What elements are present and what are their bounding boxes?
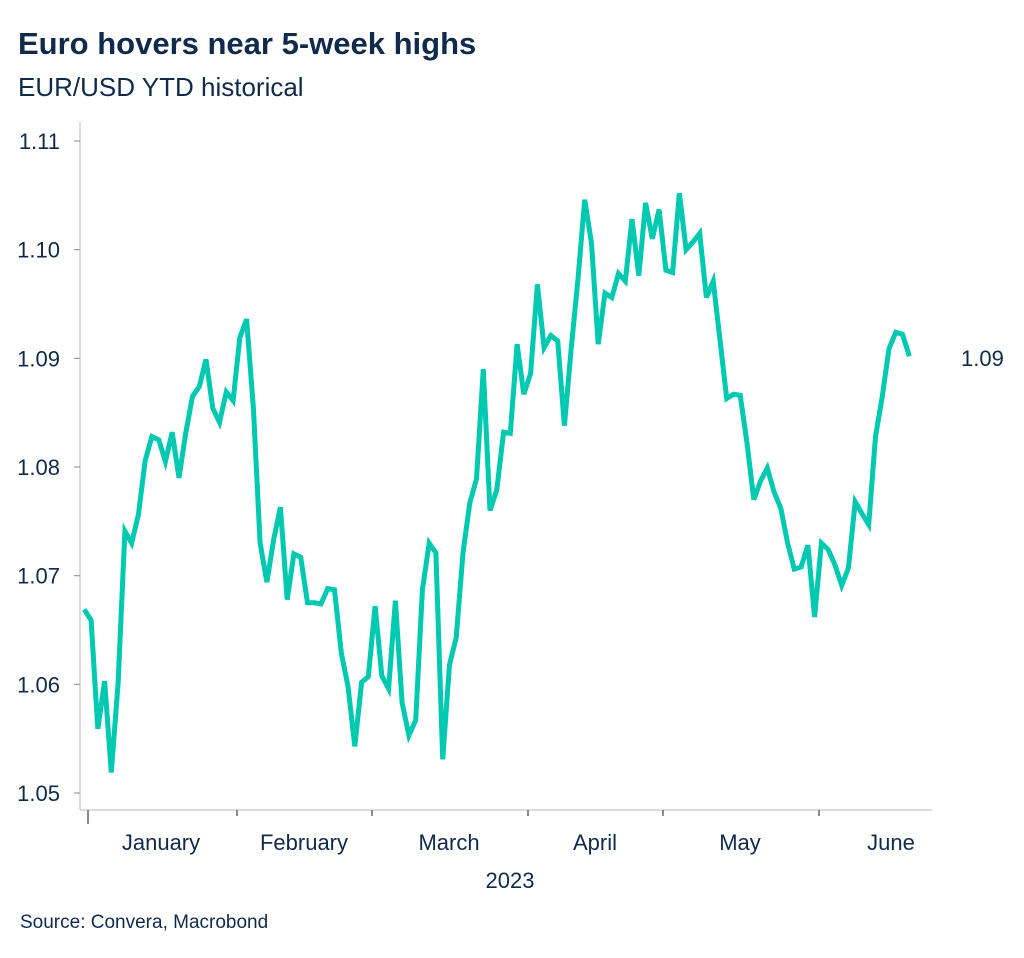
y-tick-label: 1.11	[19, 129, 60, 154]
series-line-eurusd	[82, 192, 912, 773]
y-tick-label: 1.08	[17, 455, 60, 480]
x-tick-label: January	[122, 830, 200, 855]
y-tick-label: 1.05	[17, 781, 60, 806]
x-tick-label: March	[418, 830, 479, 855]
y-tick-label: 1.06	[17, 672, 60, 697]
y-tick-label: 1.09	[17, 346, 60, 371]
chart-title: Euro hovers near 5-week highs	[18, 26, 477, 61]
x-tick-label: February	[260, 830, 348, 855]
chart-subtitle: EUR/USD YTD historical	[18, 72, 304, 102]
last-value-label: 1.09	[961, 346, 1004, 371]
y-tick-label: 1.10	[17, 238, 60, 263]
x-tick-label: June	[867, 830, 915, 855]
y-tick-label: 1.07	[17, 564, 60, 589]
x-tick-label: April	[573, 830, 617, 855]
x-axis-label: 2023	[486, 868, 535, 893]
source-note: Source: Convera, Macrobond	[20, 912, 269, 933]
x-tick-label: May	[719, 830, 761, 855]
